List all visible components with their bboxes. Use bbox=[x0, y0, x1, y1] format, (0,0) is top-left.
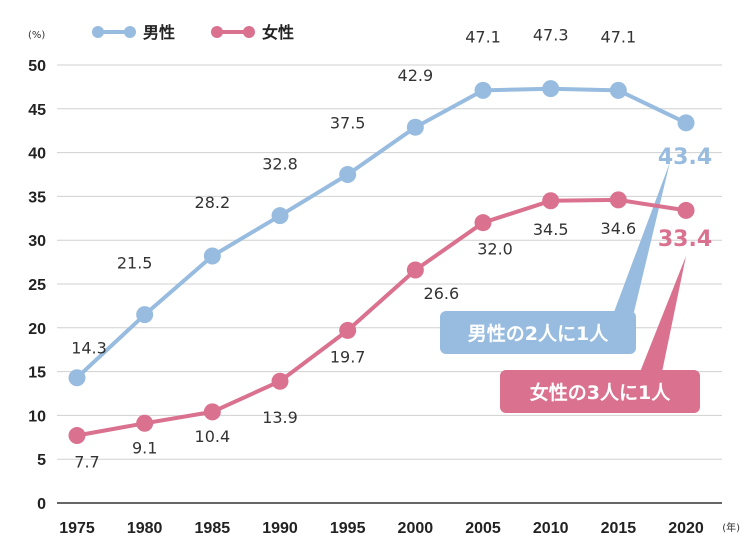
series-female-point bbox=[339, 321, 357, 339]
data-label-male: 42.9 bbox=[398, 66, 434, 85]
legend: 男性 女性 bbox=[92, 23, 294, 42]
data-label-male-latest: 43.4 bbox=[658, 145, 712, 170]
legend-item-female: 女性 bbox=[211, 23, 294, 42]
female-callout-pointer bbox=[640, 256, 686, 372]
series-layer bbox=[68, 80, 695, 445]
y-axis-unit: (%) bbox=[28, 30, 45, 41]
series-female-point bbox=[68, 427, 86, 445]
series-male-point bbox=[677, 114, 695, 132]
series-female-point bbox=[136, 414, 154, 432]
series-male-point bbox=[542, 80, 560, 98]
x-axis-unit: (年) bbox=[722, 521, 740, 534]
y-tick-label: 35 bbox=[28, 189, 46, 206]
series-male-line bbox=[75, 86, 688, 380]
series-female-point bbox=[609, 191, 627, 209]
series-male-point bbox=[68, 369, 86, 387]
y-tick-label: 0 bbox=[37, 496, 46, 513]
series-female-point bbox=[271, 372, 289, 390]
x-tick-label: 2020 bbox=[668, 520, 704, 537]
data-label-female-latest: 33.4 bbox=[658, 227, 712, 252]
legend-female-marker bbox=[211, 26, 223, 38]
y-tick-label: 45 bbox=[28, 102, 46, 119]
x-tick-label: 2010 bbox=[533, 520, 569, 537]
data-label-female: 9.1 bbox=[132, 438, 157, 457]
series-female-point bbox=[474, 214, 492, 232]
data-label-male: 47.1 bbox=[465, 27, 501, 46]
data-label-male: 47.3 bbox=[533, 26, 569, 45]
legend-male-marker bbox=[92, 26, 104, 38]
data-label-female: 19.7 bbox=[330, 347, 366, 366]
data-label-male: 37.5 bbox=[330, 114, 366, 133]
y-tick-label: 40 bbox=[28, 146, 46, 163]
x-tick-label: 1975 bbox=[59, 520, 95, 537]
x-tick-label: 2005 bbox=[465, 520, 501, 537]
female-callout-box bbox=[500, 370, 700, 413]
y-tick-label: 20 bbox=[28, 321, 46, 338]
y-tick-label: 25 bbox=[28, 277, 46, 294]
x-tick-label: 2000 bbox=[398, 520, 434, 537]
data-labels: 14.3 21.5 28.2 32.8 37.5 42.9 47.1 47.3 47.1 43.4… bbox=[71, 26, 712, 472]
series-male-point bbox=[339, 166, 357, 183]
x-tick-label: 1980 bbox=[127, 520, 163, 537]
male-callout-pointer bbox=[614, 162, 670, 312]
series-female-point bbox=[542, 192, 560, 210]
series-male-point bbox=[136, 306, 154, 324]
data-label-male: 14.3 bbox=[71, 339, 107, 358]
legend-male-label: 男性 bbox=[143, 23, 175, 42]
data-label-female: 10.4 bbox=[195, 427, 231, 446]
legend-male-marker bbox=[124, 26, 136, 38]
series-female-point bbox=[677, 201, 695, 219]
series-male-point bbox=[203, 247, 221, 265]
legend-item-male: 男性 bbox=[92, 23, 175, 42]
y-tick-label: 50 bbox=[28, 58, 46, 75]
male-callout-box bbox=[440, 311, 636, 354]
y-tick-label: 30 bbox=[28, 233, 46, 250]
y-axis-ticks: 0 5 10 15 20 25 30 35 40 45 50 bbox=[28, 58, 46, 513]
y-tick-label: 15 bbox=[28, 365, 46, 382]
x-tick-label: 1995 bbox=[330, 520, 366, 537]
x-tick-label: 1990 bbox=[262, 520, 298, 537]
data-label-female: 34.6 bbox=[601, 219, 637, 238]
data-label-male: 47.1 bbox=[601, 27, 637, 46]
data-label-female: 34.5 bbox=[533, 220, 569, 239]
data-label-male: 28.2 bbox=[195, 193, 231, 212]
legend-female-marker bbox=[243, 26, 255, 38]
data-label-male: 32.8 bbox=[262, 155, 298, 174]
male-callout-text: 男性の2人に1人 bbox=[468, 322, 609, 345]
x-axis-ticks: 1975 1980 1985 1990 1995 2000 2005 2010 2015 2020 bbox=[59, 520, 704, 537]
series-female-line bbox=[75, 197, 688, 438]
series-female-point bbox=[406, 261, 424, 279]
series-female-point bbox=[203, 403, 221, 421]
series-male-point bbox=[271, 207, 289, 225]
y-tick-label: 5 bbox=[37, 452, 46, 469]
data-label-female: 32.0 bbox=[477, 240, 513, 259]
data-label-female: 13.9 bbox=[262, 408, 298, 427]
series-male-point bbox=[609, 81, 627, 99]
data-label-female: 7.7 bbox=[74, 453, 99, 472]
series-male-point bbox=[474, 81, 492, 99]
female-callout-text: 女性の3人に1人 bbox=[530, 381, 671, 404]
x-tick-label: 2015 bbox=[601, 520, 637, 537]
y-tick-label: 10 bbox=[28, 408, 46, 425]
legend-female-label: 女性 bbox=[262, 23, 294, 42]
callouts: 男性の2人に1人 女性の3人に1人 bbox=[440, 162, 700, 413]
x-tick-label: 1985 bbox=[195, 520, 231, 537]
series-male-point bbox=[406, 118, 424, 136]
data-label-male: 21.5 bbox=[117, 254, 153, 273]
data-label-female: 26.6 bbox=[424, 284, 460, 303]
